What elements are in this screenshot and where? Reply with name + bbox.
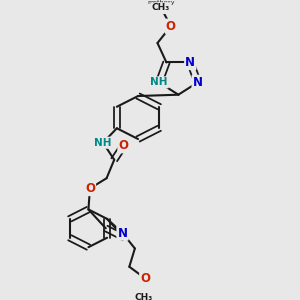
- Text: O: O: [140, 272, 150, 285]
- Text: N: N: [185, 56, 195, 69]
- Text: O: O: [166, 20, 176, 33]
- Text: NH: NH: [150, 77, 168, 87]
- Text: N: N: [118, 226, 128, 239]
- Text: NH: NH: [94, 138, 112, 148]
- Text: methoxy: methoxy: [147, 0, 175, 4]
- Text: CH₃: CH₃: [152, 3, 170, 12]
- Text: O: O: [118, 139, 128, 152]
- Text: N: N: [193, 76, 203, 89]
- Text: O: O: [85, 182, 95, 195]
- Text: CH₃: CH₃: [134, 293, 153, 300]
